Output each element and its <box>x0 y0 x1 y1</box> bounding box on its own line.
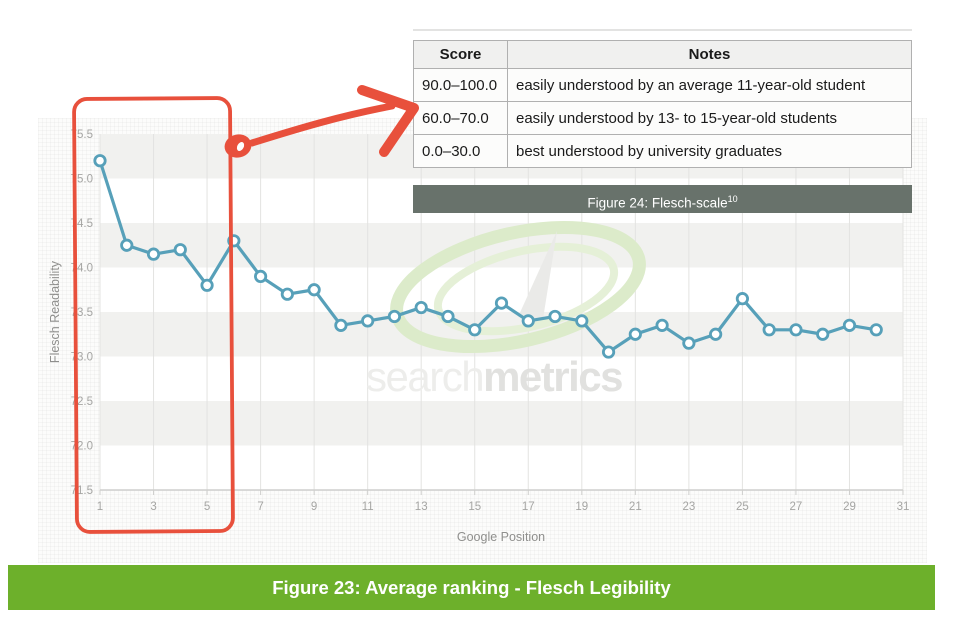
data-point-marker <box>254 269 268 283</box>
table-row: 0.0–30.0 best understood by university g… <box>413 134 912 168</box>
data-point-marker <box>762 323 776 337</box>
data-point-marker <box>816 327 830 341</box>
note-cell: best understood by university graduates <box>507 134 912 168</box>
column-header-score: Score <box>413 40 508 69</box>
figure24-caption-bar: Figure 24: Flesch-scale10 <box>413 185 912 213</box>
x-tick-label: 7 <box>257 501 263 513</box>
data-point-marker <box>146 247 161 261</box>
x-tick-label: 13 <box>415 501 428 513</box>
data-point-marker <box>709 327 723 341</box>
data-point-marker <box>869 323 883 337</box>
x-tick-label: 31 <box>897 501 910 513</box>
x-axis-title: Google Position <box>456 530 546 544</box>
watermark-word-bold: metrics <box>483 353 623 400</box>
data-point-marker <box>575 314 589 328</box>
data-point-marker <box>789 323 803 337</box>
x-tick-label: 29 <box>843 501 856 513</box>
data-point-marker <box>173 243 187 257</box>
table-row: 90.0–100.0 easily understood by an avera… <box>413 68 912 102</box>
data-point-marker <box>307 283 321 297</box>
figure23-caption-bar: Figure 23: Average ranking - Flesch Legi… <box>8 565 935 610</box>
data-point-marker <box>468 323 482 337</box>
table-top-divider <box>413 29 912 31</box>
data-point-marker <box>200 278 214 292</box>
column-header-notes: Notes <box>507 40 912 69</box>
logo-inner-swoosh <box>433 242 619 336</box>
logo-arrow-icon <box>518 231 557 319</box>
score-cell: 90.0–100.0 <box>413 68 508 102</box>
data-point-marker <box>628 327 642 341</box>
data-point-marker <box>120 238 134 252</box>
data-point-marker <box>548 309 562 324</box>
flesch-scale-table: Score Notes 90.0–100.0 easily understood… <box>413 40 912 168</box>
data-point-marker <box>93 154 107 168</box>
data-point-marker <box>601 345 616 359</box>
data-point-marker <box>280 287 294 301</box>
x-tick-label: 23 <box>682 501 695 513</box>
x-tick-label: 19 <box>575 501 588 513</box>
note-cell: easily understood by an average 11-year-… <box>507 68 912 102</box>
data-point-marker <box>227 234 241 248</box>
data-point-marker <box>361 314 375 328</box>
score-cell: 0.0–30.0 <box>413 134 508 168</box>
x-tick-label: 9 <box>311 501 317 513</box>
x-tick-label: 11 <box>362 501 374 513</box>
x-tick-label: 15 <box>468 501 481 513</box>
data-point-marker <box>387 309 402 324</box>
data-point-marker <box>655 318 669 332</box>
data-point-marker <box>494 296 509 310</box>
table-row: 60.0–70.0 easily understood by 13- to 15… <box>413 101 912 135</box>
data-point-marker <box>842 318 857 332</box>
searchmetrics-logo-icon <box>390 220 646 354</box>
data-point-marker <box>414 300 428 315</box>
note-cell: easily understood by 13- to 15-year-old … <box>507 101 912 135</box>
watermark-word-light: search <box>366 353 485 400</box>
searchmetrics-watermark: searchmetrics <box>366 353 623 400</box>
x-tick-label: 21 <box>629 501 642 513</box>
data-point-marker <box>334 318 348 332</box>
x-tick-label: 27 <box>790 501 803 513</box>
x-tick-label: 25 <box>736 501 749 513</box>
data-point-marker <box>735 292 750 306</box>
data-point-marker <box>441 309 455 324</box>
figure24-caption-text: Figure 24: Flesch-scale <box>587 195 728 211</box>
score-cell: 60.0–70.0 <box>413 101 508 135</box>
table-header-row: Score Notes <box>413 40 912 69</box>
data-point-marker <box>521 314 535 328</box>
figure24-caption-footnote: 10 <box>727 194 738 204</box>
data-point-marker <box>682 336 696 350</box>
x-tick-label: 17 <box>522 501 535 513</box>
